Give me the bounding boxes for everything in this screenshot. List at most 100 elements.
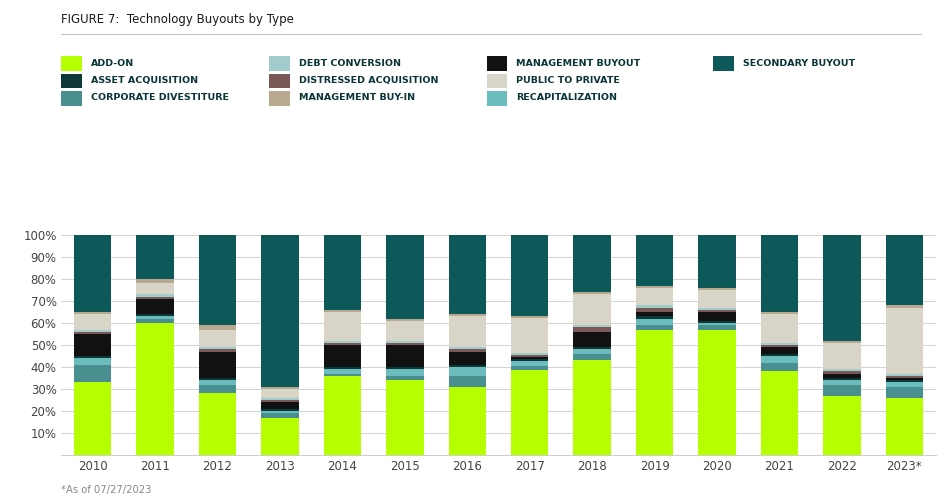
Bar [448, 365, 485, 367]
Bar [760, 312, 798, 314]
Bar [698, 290, 735, 308]
Bar [261, 413, 298, 418]
Text: ASSET ACQUISITION: ASSET ACQUISITION [91, 76, 197, 85]
Bar [386, 369, 423, 376]
Bar [136, 299, 174, 314]
Bar [448, 235, 485, 314]
Bar [573, 347, 610, 350]
Text: FIGURE 7:  Technology Buyouts by Type: FIGURE 7: Technology Buyouts by Type [61, 12, 294, 26]
Bar [635, 235, 672, 286]
Text: RECAPITALIZATION: RECAPITALIZATION [515, 94, 616, 102]
Bar [74, 334, 111, 356]
Bar [511, 357, 548, 359]
Bar [511, 235, 548, 316]
Bar [698, 288, 735, 290]
Bar [822, 343, 860, 369]
Bar [885, 398, 922, 455]
Bar [885, 306, 922, 308]
Bar [136, 318, 174, 323]
Bar [698, 323, 735, 325]
Bar [511, 359, 548, 362]
Bar [635, 288, 672, 306]
Bar [74, 382, 111, 455]
Bar [323, 374, 361, 376]
Bar [885, 376, 922, 378]
Bar [136, 314, 174, 316]
Bar [198, 384, 236, 394]
Bar [885, 380, 922, 382]
Bar [635, 330, 672, 455]
Bar [760, 362, 798, 372]
Bar [698, 321, 735, 323]
Bar [448, 316, 485, 347]
Bar [573, 350, 610, 354]
Bar [198, 235, 236, 325]
Bar [635, 286, 672, 288]
Bar [698, 235, 735, 288]
Bar [885, 308, 922, 374]
Bar [573, 328, 610, 332]
Bar [323, 343, 361, 345]
Bar [261, 409, 298, 411]
Bar [261, 235, 298, 387]
Bar [885, 382, 922, 387]
Bar [74, 330, 111, 332]
Bar [74, 235, 111, 312]
Text: SECONDARY BUYOUT: SECONDARY BUYOUT [742, 58, 854, 68]
Bar [822, 372, 860, 374]
Bar [136, 296, 174, 299]
Bar [511, 355, 548, 357]
Bar [198, 347, 236, 350]
Bar [261, 418, 298, 455]
Bar [573, 354, 610, 360]
Bar [822, 384, 860, 396]
Bar [573, 294, 610, 325]
Bar [386, 318, 423, 321]
Bar [386, 345, 423, 367]
Bar [635, 312, 672, 316]
Bar [760, 343, 798, 345]
Bar [760, 356, 798, 362]
Bar [573, 325, 610, 328]
Bar [760, 354, 798, 356]
Bar [323, 340, 361, 343]
Bar [323, 345, 361, 367]
Bar [698, 312, 735, 321]
Bar [74, 332, 111, 334]
Bar [822, 340, 860, 343]
Bar [448, 350, 485, 352]
Bar [448, 352, 485, 365]
Bar [698, 308, 735, 310]
Bar [74, 356, 111, 358]
Bar [198, 380, 236, 384]
Bar [635, 308, 672, 312]
Bar [822, 396, 860, 455]
Bar [386, 367, 423, 369]
Bar [323, 310, 361, 312]
Bar [323, 235, 361, 310]
Bar [635, 325, 672, 330]
Bar [822, 380, 860, 384]
Bar [261, 398, 298, 400]
Bar [136, 323, 174, 455]
Bar [198, 394, 236, 455]
Bar [198, 352, 236, 378]
Bar [136, 279, 174, 283]
Bar [573, 292, 610, 294]
Bar [74, 314, 111, 330]
Bar [573, 360, 610, 455]
Bar [760, 347, 798, 354]
Bar [323, 367, 361, 369]
Bar [198, 350, 236, 352]
Bar [822, 235, 860, 341]
Bar [261, 402, 298, 409]
Bar [448, 376, 485, 387]
Text: DISTRESSED ACQUISITION: DISTRESSED ACQUISITION [298, 76, 438, 85]
Bar [511, 370, 548, 455]
Bar [885, 235, 922, 306]
Bar [261, 387, 298, 389]
Bar [74, 312, 111, 314]
Bar [448, 367, 485, 376]
Bar [74, 365, 111, 382]
Bar [136, 235, 174, 279]
